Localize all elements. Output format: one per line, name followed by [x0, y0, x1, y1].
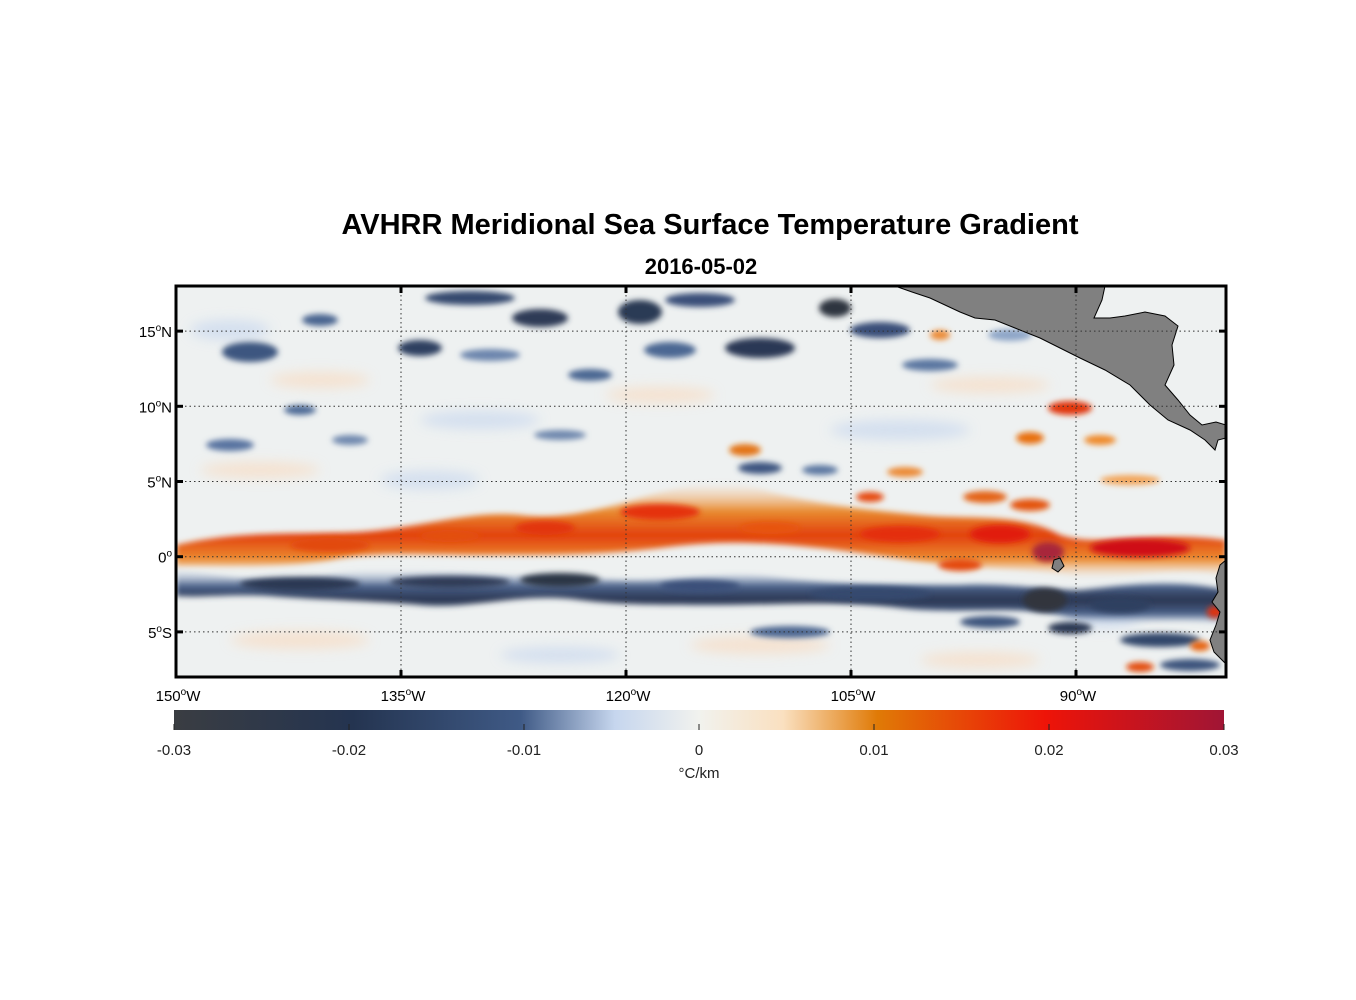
- colorbar: [174, 710, 1224, 730]
- lon-tick-label: 105oW: [831, 687, 877, 705]
- northern-positive-patches: [729, 330, 1160, 503]
- lat-tick-label: 15oN: [139, 323, 172, 341]
- latitude-labels: 15oN 10oN 5oN 0o 5oS: [139, 323, 173, 642]
- colorbar-ticks: -0.03 -0.02 -0.01 0 0.01 0.02 0.03: [157, 724, 1239, 759]
- colorbar-tick-label: 0.03: [1209, 742, 1238, 759]
- background-texture: [190, 320, 1140, 668]
- lon-tick-label: 90oW: [1060, 687, 1097, 705]
- colorbar-tick-label: -0.02: [332, 742, 366, 759]
- lon-tick-label: 120oW: [606, 687, 652, 705]
- northern-eddies: [206, 291, 1032, 475]
- south-america: [1209, 559, 1226, 665]
- colorbar-units: °C/km: [679, 765, 720, 782]
- land: [894, 286, 1226, 665]
- lat-tick-label: 5oS: [148, 624, 172, 642]
- galapagos: [1051, 557, 1065, 573]
- colorbar-tick-label: 0: [695, 742, 703, 759]
- central-america: [894, 286, 1226, 451]
- lat-tick-label: 10oN: [139, 398, 172, 416]
- south-equatorial-negative: [176, 569, 1226, 671]
- sst-gradient-field: [176, 286, 1226, 677]
- chart-subtitle: 2016-05-02: [645, 254, 758, 279]
- lon-tick-label: 150oW: [156, 687, 202, 705]
- equatorial-front-positive: [176, 482, 1226, 579]
- colorbar-tick-label: 0.02: [1034, 742, 1063, 759]
- chart-title: AVHRR Meridional Sea Surface Temperature…: [341, 209, 1078, 241]
- longitude-labels: 150oW 135oW 120oW 105oW 90oW: [156, 687, 1097, 705]
- colorbar-tick-label: -0.01: [507, 742, 541, 759]
- colorbar-tick-label: -0.03: [157, 742, 191, 759]
- colorbar-tick-label: 0.01: [859, 742, 888, 759]
- lat-tick-label: 0o: [158, 549, 172, 567]
- frame-ticks: [176, 286, 1226, 677]
- lat-tick-label: 5oN: [147, 474, 172, 492]
- lon-tick-label: 135oW: [381, 687, 427, 705]
